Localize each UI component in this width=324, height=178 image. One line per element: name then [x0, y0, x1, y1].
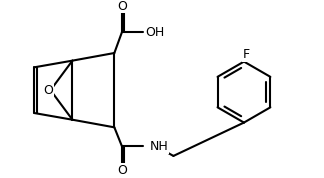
- Text: OH: OH: [145, 26, 164, 39]
- Text: O: O: [44, 84, 53, 97]
- Text: O: O: [117, 0, 127, 13]
- Text: O: O: [117, 164, 127, 177]
- Text: F: F: [242, 48, 249, 61]
- Text: NH: NH: [150, 140, 168, 153]
